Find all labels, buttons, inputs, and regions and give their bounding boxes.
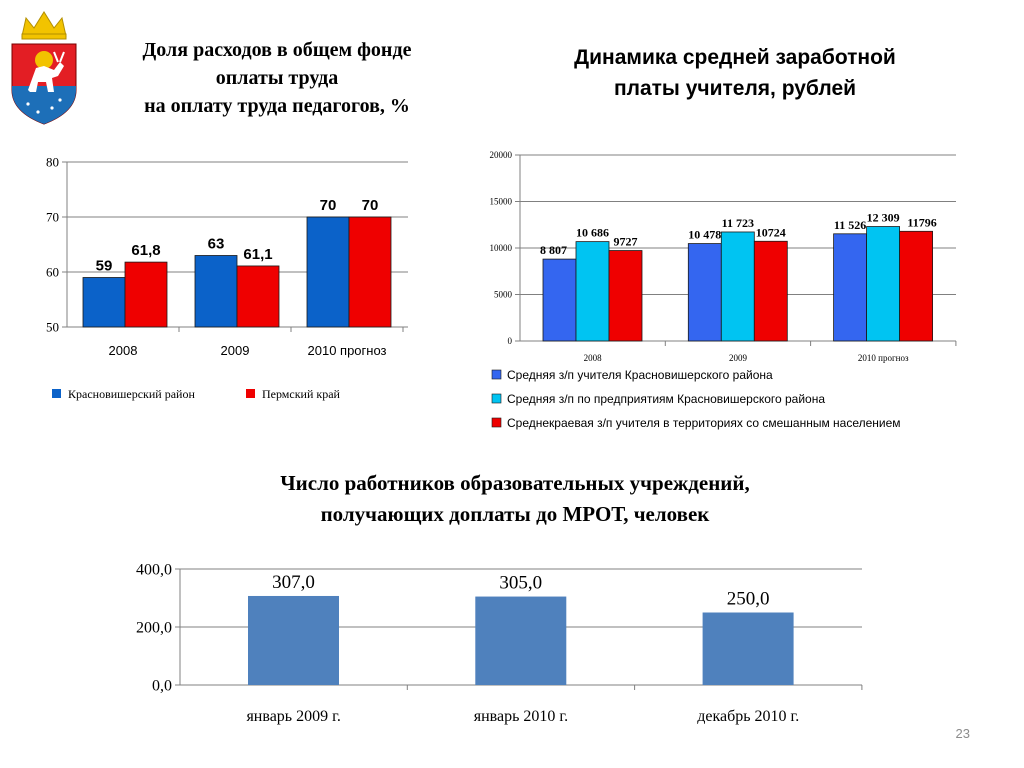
bar (124, 261, 168, 328)
bar (702, 612, 794, 685)
bar (899, 230, 933, 342)
bar (542, 258, 577, 342)
data-label: 8 807 (540, 243, 567, 257)
coat-of-arms-icon (11, 11, 77, 125)
data-label: 10724 (756, 225, 786, 239)
y-tick-label: 5000 (494, 290, 513, 300)
legend-label: Средняя з/п по предприятиям Красновишерс… (507, 392, 825, 406)
chart1-title-line: на оплату труда педагогов, % (144, 95, 410, 117)
bar (833, 233, 867, 342)
y-tick-label: 200,0 (136, 620, 172, 637)
data-label: 12 309 (867, 211, 900, 225)
bar (248, 595, 339, 685)
x-tick-label: 2008 (584, 353, 603, 363)
y-tick-label: 400,0 (136, 562, 172, 579)
y-tick-label: 60 (46, 265, 59, 280)
legend-swatch (491, 369, 502, 380)
chart2-title-line: платы учителя, рублей (613, 77, 857, 100)
data-label: 70 (362, 197, 379, 214)
y-tick-label: 0 (508, 336, 513, 346)
x-tick-label: 2009 (729, 353, 748, 363)
bar (866, 226, 900, 342)
legend-swatch (491, 393, 502, 404)
x-tick-label: 2010 прогноз (308, 343, 387, 358)
x-tick-label: январь 2009 г. (246, 708, 340, 725)
bar (306, 216, 350, 328)
data-label: 10 478 (688, 228, 721, 242)
data-label: 70 (320, 197, 337, 214)
data-label: 10 686 (576, 226, 609, 240)
bar (348, 216, 392, 328)
data-label: 305,0 (499, 573, 542, 594)
chart3-title-line: получающих доплаты до МРОТ, человек (320, 502, 710, 526)
chart1-title-line: Доля расходов в общем фонде (142, 39, 412, 61)
bar (753, 240, 788, 342)
data-label: 59 (96, 258, 113, 275)
x-tick-label: декабрь 2010 г. (697, 708, 799, 725)
y-tick-label: 15000 (490, 197, 513, 207)
bar (475, 596, 567, 685)
y-tick-label: 70 (46, 210, 59, 225)
x-tick-label: 2009 (221, 343, 250, 358)
bar (608, 250, 643, 342)
y-tick-label: 80 (46, 155, 59, 170)
x-tick-label: 2008 (109, 343, 138, 358)
data-label: 11796 (907, 215, 936, 229)
x-tick-label: январь 2010 г. (474, 708, 568, 725)
data-label: 250,0 (727, 589, 770, 610)
data-label: 307,0 (272, 572, 315, 593)
y-tick-label: 20000 (490, 150, 513, 160)
legend-label: Пермский край (262, 387, 341, 401)
y-tick-label: 0,0 (152, 678, 172, 695)
y-tick-label: 50 (46, 320, 59, 335)
legend-swatch (246, 389, 255, 398)
chart3-title: Число работников образовательных учрежде… (200, 468, 830, 530)
data-label: 11 723 (722, 216, 754, 230)
bar (687, 243, 722, 342)
data-label: 63 (208, 236, 225, 253)
chart1-title-line: оплаты труда (215, 67, 339, 89)
bar (82, 277, 126, 328)
data-label: 61,1 (243, 246, 272, 263)
legend-swatch (491, 417, 502, 428)
chart3-title-line: Число работников образовательных учрежде… (280, 471, 750, 495)
chart2-title-line: Динамика средней заработной (574, 46, 896, 69)
chart1-title: Доля расходов в общем фонде оплаты труда… (96, 36, 458, 120)
chart2-title: Динамика средней заработной платы учител… (520, 42, 950, 104)
bar (720, 231, 755, 342)
y-tick-label: 10000 (490, 243, 513, 253)
legend-swatch (52, 389, 61, 398)
bar (236, 265, 280, 328)
legend-label: Красновишерский район (68, 387, 195, 401)
legend-label: Среднекраевая з/п учителя в территориях … (507, 416, 901, 430)
data-label: 61,8 (131, 242, 160, 259)
x-tick-label: 2010 прогноз (858, 353, 909, 363)
page-number: 23 (955, 726, 970, 741)
legend-label: Средняя з/п учителя Красновишерского рай… (507, 368, 773, 382)
data-label: 11 526 (834, 218, 866, 232)
data-label: 9727 (614, 235, 638, 249)
